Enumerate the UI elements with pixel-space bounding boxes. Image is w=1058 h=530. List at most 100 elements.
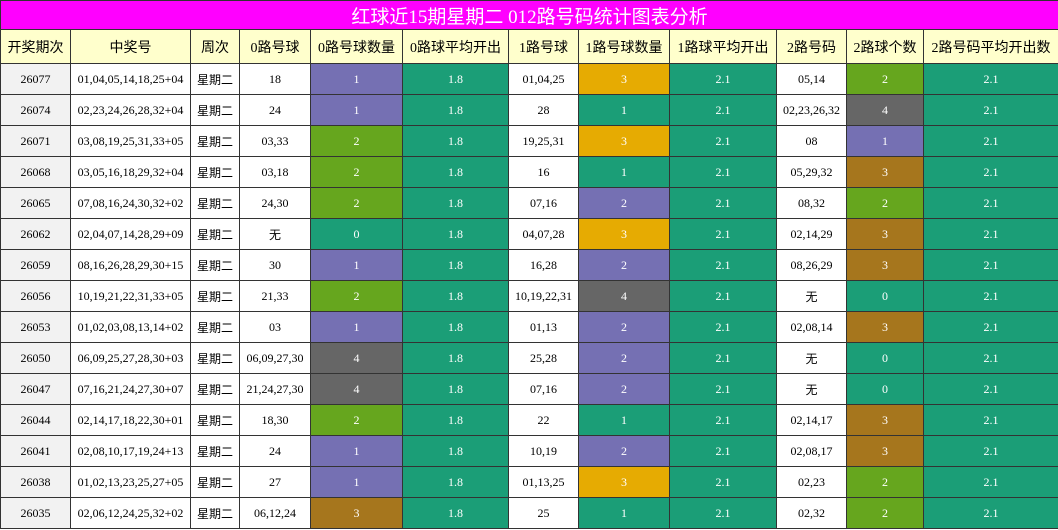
header-cell: 2路号码 [776,29,847,64]
cell: 1.8 [402,187,509,219]
cell: 24 [239,435,311,467]
cell: 2 [578,373,670,405]
cell: 03,08,19,25,31,33+05 [70,125,191,157]
body-row: 26053 01,02,03,08,13,14+02 星期二 03 1 1.8 01,13 2… [0,311,1058,343]
body-row: 26050 06,09,25,27,28,30+03 星期二 06,09,27,30 4… [0,342,1058,374]
title: 红球近15期星期二 012路号码统计图表分析 [0,0,1058,30]
cell: 1 [310,94,403,126]
cell: 2.1 [922,497,1058,529]
cell: 2.1 [922,249,1058,281]
cell: 1 [310,466,403,498]
cell: 无 [776,373,847,405]
cell: 0 [846,342,924,374]
cell: 无 [776,280,847,312]
cell: 22 [508,404,579,436]
cell: 星期二 [190,187,240,219]
cell: 02,08,14 [776,311,847,343]
header-cell: 2路球个数 [846,29,924,64]
cell: 06,09,25,27,28,30+03 [70,342,191,374]
cell: 2.1 [922,63,1058,95]
cell: 10,19,21,22,31,33+05 [70,280,191,312]
body-row: 26041 02,08,10,17,19,24+13 星期二 24 1 1.8 10,19 2… [0,435,1058,467]
cell: 2 [578,342,670,374]
cell: 26068 [0,156,71,188]
cell: 2 [310,404,403,436]
cell: 0 [846,280,924,312]
cell: 26038 [0,466,71,498]
cell: 01,13 [508,311,579,343]
cell: 2.1 [669,249,777,281]
header-cell: 0路号球数量 [310,29,403,64]
header-cell: 0路球平均开出 [402,29,509,64]
cell: 2.1 [922,125,1058,157]
cell: 2.1 [669,342,777,374]
cell: 02,14,17 [776,404,847,436]
cell: 1.8 [402,63,509,95]
cell: 4 [310,342,403,374]
cell: 1.8 [402,311,509,343]
cell: 2.1 [922,280,1058,312]
cell: 26056 [0,280,71,312]
cell: 2.1 [669,404,777,436]
cell: 02,08,10,17,19,24+13 [70,435,191,467]
cell: 2.1 [922,342,1058,374]
cell: 01,02,13,23,25,27+05 [70,466,191,498]
cell: 2 [578,249,670,281]
cell: 3 [846,156,924,188]
cell: 2.1 [922,218,1058,250]
cell: 25,28 [508,342,579,374]
cell: 1.8 [402,342,509,374]
cell: 16 [508,156,579,188]
cell: 08,16,26,28,29,30+15 [70,249,191,281]
cell: 26044 [0,404,71,436]
cell: 06,12,24 [239,497,311,529]
cell: 2 [310,156,403,188]
cell: 无 [239,218,311,250]
cell: 2.1 [669,187,777,219]
cell: 1 [578,94,670,126]
cell: 04,07,28 [508,218,579,250]
cell: 25 [508,497,579,529]
body-row: 26071 03,08,19,25,31,33+05 星期二 03,33 2 1.8 19,… [0,125,1058,157]
cell: 1.8 [402,94,509,126]
cell: 02,06,12,24,25,32+02 [70,497,191,529]
cell: 1 [846,125,924,157]
cell: 2.1 [669,125,777,157]
cell: 4 [310,373,403,405]
cell: 2 [846,497,924,529]
cell: 3 [578,63,670,95]
header-cell: 1路球平均开出 [669,29,777,64]
cell: 03,18 [239,156,311,188]
cell: 1 [578,497,670,529]
cell: 02,23,24,26,28,32+04 [70,94,191,126]
cell: 1 [310,435,403,467]
cell: 26050 [0,342,71,374]
cell: 02,14,17,18,22,30+01 [70,404,191,436]
cell: 26047 [0,373,71,405]
cell: 2 [310,125,403,157]
cell: 3 [578,125,670,157]
cell: 2.1 [922,187,1058,219]
cell: 2.1 [669,63,777,95]
cell: 2.1 [669,466,777,498]
cell: 3 [846,404,924,436]
cell: 18,30 [239,404,311,436]
cell: 2.1 [669,94,777,126]
cell: 1.8 [402,373,509,405]
cell: 1.8 [402,249,509,281]
cell: 2.1 [922,373,1058,405]
cell: 2.1 [922,156,1058,188]
cell: 02,14,29 [776,218,847,250]
header-cell: 周次 [190,29,240,64]
cell: 02,23,26,32 [776,94,847,126]
cell: 1.8 [402,156,509,188]
body-row: 26038 01,02,13,23,25,27+05 星期二 27 1 1.8 01,13,… [0,466,1058,498]
cell: 03,05,16,18,29,32+04 [70,156,191,188]
cell: 1 [310,63,403,95]
cell: 3 [578,218,670,250]
cell: 2.1 [669,435,777,467]
cell: 3 [578,466,670,498]
cell: 02,08,17 [776,435,847,467]
cell: 26071 [0,125,71,157]
